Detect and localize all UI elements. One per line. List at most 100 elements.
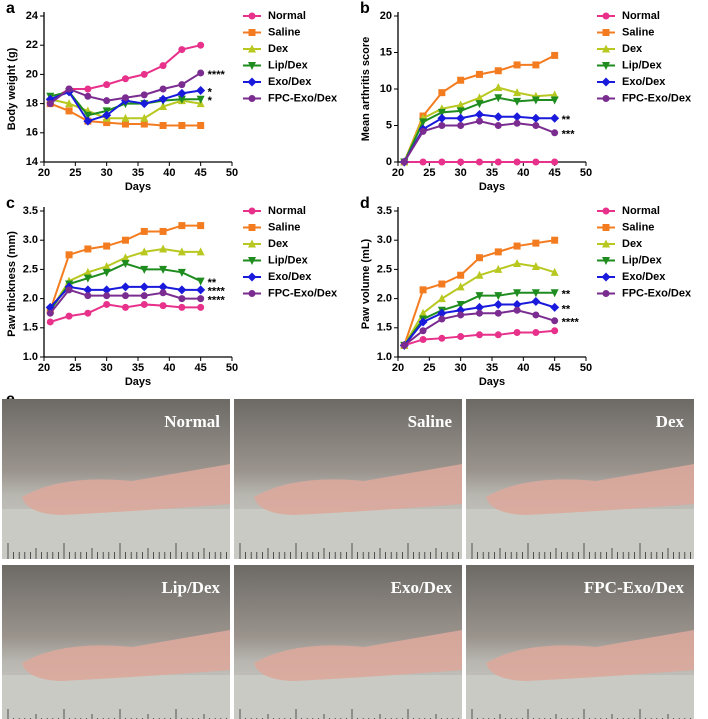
x-tick-label: 30 — [455, 167, 467, 179]
marker — [494, 309, 502, 317]
legend-label: Exo/Dex — [268, 271, 312, 283]
legend-label: FPC-Exo/Dex — [622, 287, 692, 299]
legend-label: Saline — [268, 26, 300, 38]
photo-label: Exo/Dex — [391, 578, 453, 597]
marker — [65, 312, 73, 320]
marker — [531, 261, 540, 270]
ruler — [2, 509, 230, 559]
y-tick-label: 0 — [386, 156, 392, 168]
legend-label: Exo/Dex — [268, 76, 312, 88]
marker — [46, 318, 54, 326]
marker — [140, 120, 148, 128]
marker — [121, 120, 129, 128]
marker — [475, 292, 484, 301]
marker — [121, 94, 129, 102]
marker — [139, 99, 149, 109]
marker — [102, 261, 111, 270]
panel-label: d — [360, 195, 370, 212]
marker — [512, 112, 522, 122]
marker — [513, 97, 522, 106]
legend-label: Normal — [622, 10, 660, 22]
marker — [46, 309, 54, 317]
x-tick-label: 40 — [517, 167, 529, 179]
marker — [177, 247, 186, 256]
marker — [494, 264, 503, 273]
marker — [475, 254, 483, 262]
marker — [437, 308, 447, 318]
marker — [602, 29, 610, 36]
legend-label: Dex — [268, 43, 289, 55]
marker — [475, 93, 484, 102]
paw — [22, 630, 230, 681]
marker — [419, 327, 427, 335]
marker — [419, 158, 427, 166]
marker — [103, 81, 111, 89]
marker — [121, 292, 129, 300]
marker — [494, 158, 502, 166]
x-tick-label: 35 — [132, 362, 144, 374]
marker — [602, 62, 610, 70]
x-tick-label: 45 — [195, 362, 207, 374]
photo-label: Saline — [408, 412, 453, 431]
marker — [551, 317, 559, 325]
x-tick-label: 20 — [38, 167, 50, 179]
marker — [513, 242, 521, 250]
marker — [531, 113, 541, 123]
x-tick-label: 25 — [423, 362, 435, 374]
marker — [159, 102, 168, 111]
marker — [494, 94, 503, 103]
marker — [532, 328, 540, 336]
x-tick-label: 30 — [455, 362, 467, 374]
marker — [456, 113, 466, 123]
marker — [248, 290, 256, 297]
significance: *** — [562, 129, 576, 141]
significance: **** — [562, 317, 580, 329]
marker — [84, 92, 92, 100]
legend-label: Normal — [268, 205, 306, 217]
marker — [248, 207, 256, 215]
marker — [438, 122, 446, 129]
marker — [158, 282, 168, 292]
marker — [121, 303, 129, 311]
paw — [22, 464, 230, 515]
x-tick-label: 25 — [69, 362, 81, 374]
marker — [419, 308, 428, 317]
marker — [140, 265, 149, 274]
y-tick-label: 3.5 — [377, 205, 392, 217]
photo: Lip/Dex — [2, 565, 230, 719]
marker — [532, 158, 540, 166]
ruler — [234, 675, 462, 719]
marker — [550, 96, 559, 105]
marker — [602, 257, 610, 265]
marker — [551, 51, 559, 59]
marker — [493, 112, 503, 122]
marker — [437, 113, 447, 123]
marker — [158, 94, 168, 104]
marker — [139, 282, 149, 292]
marker — [248, 224, 256, 231]
significance: ** — [208, 277, 217, 289]
marker — [494, 67, 502, 75]
marker — [493, 299, 503, 309]
marker — [494, 83, 503, 92]
significance: ** — [562, 289, 571, 301]
ruler — [466, 509, 694, 559]
marker — [457, 333, 465, 341]
marker — [513, 61, 521, 69]
marker — [83, 116, 93, 126]
marker — [121, 253, 130, 262]
x-tick-label: 35 — [486, 362, 498, 374]
marker — [102, 268, 111, 277]
marker — [178, 295, 186, 303]
legend-label: Lip/Dex — [622, 254, 663, 266]
legend-label: FPC-Exo/Dex — [268, 92, 338, 104]
marker — [103, 300, 111, 308]
marker — [602, 95, 610, 102]
legend-label: Dex — [622, 43, 643, 55]
x-axis-title: Days — [125, 181, 151, 193]
marker — [46, 100, 54, 108]
y-tick-label: 10 — [380, 83, 392, 95]
legend-label: Lip/Dex — [268, 59, 309, 71]
marker — [248, 95, 256, 102]
significance: * — [208, 95, 213, 107]
